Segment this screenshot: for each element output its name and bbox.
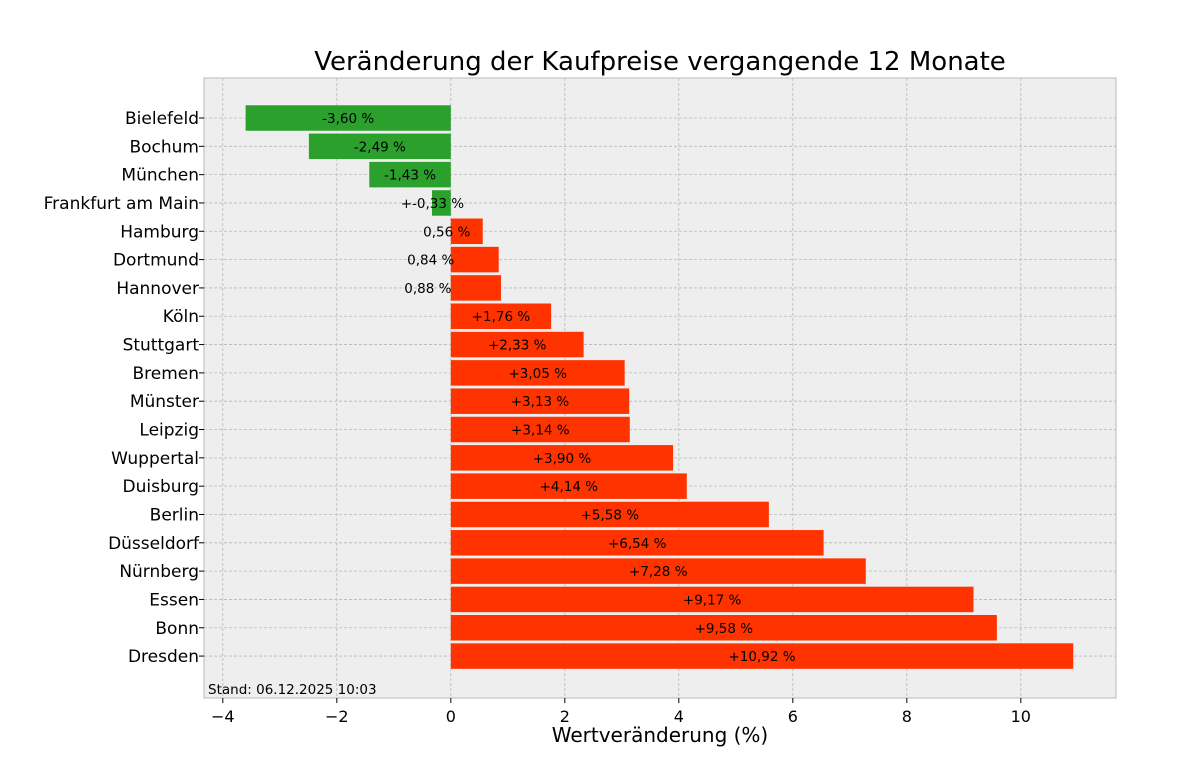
bar-frankfurt-am-main [432,190,451,216]
y-tick-label: Dortmund [113,251,199,271]
bar-bochum [308,133,451,160]
data-label: +9,58 % [695,621,754,637]
data-labels: -3,60 % -2,49 % -1,43 % +-0,33 % 0,56 % 0,84 … [322,111,796,665]
y-tick-label: München [121,166,199,186]
x-axis-label: Wertveränderung (%) [552,723,769,747]
data-label: +2,33 % [488,338,547,354]
bar-bremen [450,360,625,386]
bar-bielefeld [245,105,451,131]
x-tick-label: 4 [674,707,684,726]
y-tick-label: Hannover [116,279,199,299]
y-tick-label: Bremen [132,364,199,384]
x-tick-label: −4 [211,707,235,726]
data-label: +10,92 % [728,649,795,665]
data-label: 0,84 % [407,253,454,269]
data-label: -3,60 % [322,111,374,127]
data-label: +-0,33 % [401,196,465,212]
bar-münster [450,388,630,414]
chart-title: Veränderung der Kaufpreise vergangende 1… [314,47,1006,77]
data-label: +6,54 % [608,536,667,552]
bar-dresden [450,643,1074,669]
data-label: +3,90 % [533,451,592,467]
bars [245,105,1074,669]
bar-münchen [369,161,451,188]
data-label: -2,49 % [354,139,406,155]
y-tick-label: Leipzig [139,421,199,441]
bar-nürnberg [450,558,866,584]
data-label: +3,14 % [511,423,570,439]
y-axis: Bielefeld Bochum München Frankfurt am Main H… [44,109,204,667]
bar-duisburg [450,473,687,499]
y-tick-label: Stuttgart [123,336,200,356]
x-axis: −4 −2 0 2 4 6 8 10 [211,698,1031,726]
bar-bonn [450,615,997,641]
x-tick-label: 8 [902,707,912,726]
y-tick-label: Duisburg [123,477,200,497]
data-label: 0,56 % [423,224,470,240]
bar-stuttgart [450,331,584,358]
x-tick-label: 2 [560,707,570,726]
y-tick-label: Essen [149,590,199,610]
timestamp-annotation: Stand: 06.12.2025 10:03 [208,682,377,698]
bar-leipzig [450,416,630,443]
data-label: +5,58 % [581,507,640,523]
y-tick-label: Münster [130,392,199,412]
y-tick-label: Frankfurt am Main [44,194,199,214]
data-label: +7,28 % [629,564,688,580]
bar-köln [450,303,552,329]
data-label: -1,43 % [384,168,436,184]
bar-essen [450,586,974,613]
y-tick-label: Düsseldorf [108,534,200,554]
data-label: 0,88 % [404,281,451,297]
y-tick-label: Bielefeld [125,109,199,129]
data-label: +1,76 % [472,309,531,325]
y-tick-label: Dresden [128,647,199,667]
y-tick-label: Bochum [129,137,199,157]
bar-berlin [450,501,769,528]
data-label: +4,14 % [540,479,599,495]
data-label: +3,13 % [511,394,570,410]
bar-dortmund [450,246,499,273]
y-tick-label: Bonn [155,619,199,639]
bar-hamburg [450,218,483,245]
y-tick-label: Köln [163,307,199,327]
y-tick-label: Hamburg [120,222,199,242]
data-label: +3,05 % [508,366,567,382]
bar-wuppertal [450,445,674,471]
y-tick-label: Nürnberg [119,562,199,582]
grid [204,78,1116,698]
data-label: +9,17 % [683,592,742,608]
x-tick-label: 0 [446,707,456,726]
x-tick-label: 10 [1011,707,1031,726]
x-tick-label: −2 [325,707,349,726]
bar-hannover [450,275,501,301]
bar-düsseldorf [450,530,824,556]
x-tick-label: 6 [788,707,798,726]
y-tick-label: Berlin [150,505,199,525]
y-tick-label: Wuppertal [111,449,199,469]
